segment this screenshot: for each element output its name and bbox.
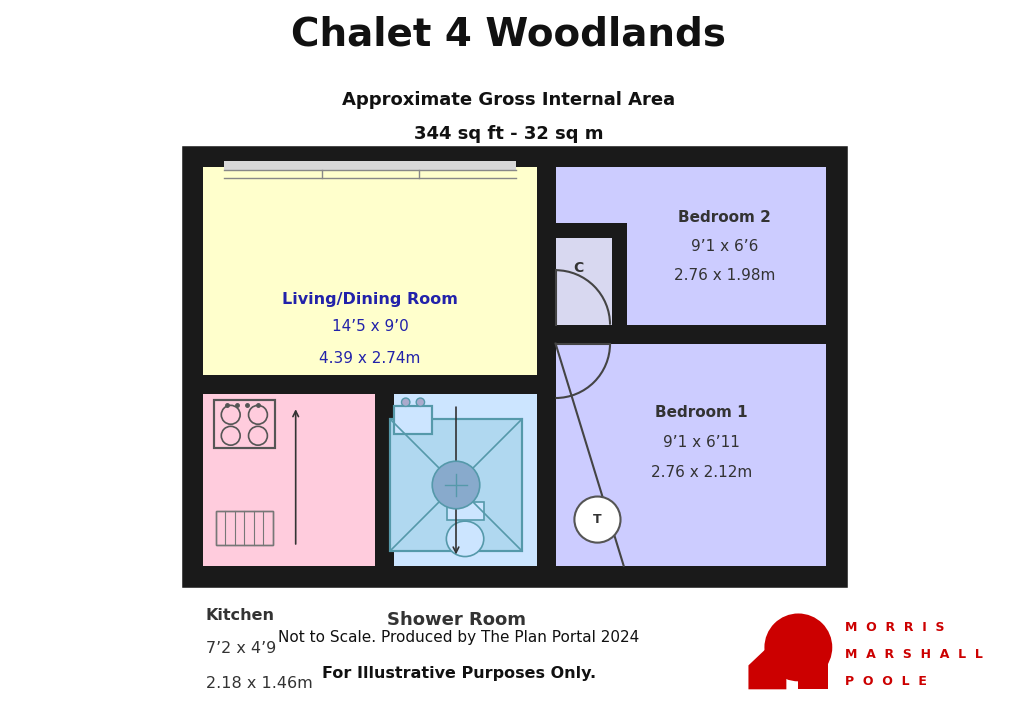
Text: T: T bbox=[593, 513, 601, 526]
Text: 2.18 x 1.46m: 2.18 x 1.46m bbox=[206, 675, 312, 690]
Bar bbox=[555, 343, 825, 566]
Bar bbox=[184, 148, 844, 585]
Circle shape bbox=[432, 462, 479, 509]
Text: 9’1 x 6’11: 9’1 x 6’11 bbox=[662, 435, 739, 449]
Text: Not to Scale. Produced by The Plan Portal 2024: Not to Scale. Produced by The Plan Porta… bbox=[278, 630, 639, 645]
Text: 14’5 x 9’0: 14’5 x 9’0 bbox=[331, 319, 408, 334]
Text: For Illustrative Purposes Only.: For Illustrative Purposes Only. bbox=[322, 666, 595, 681]
Bar bbox=[389, 419, 522, 551]
Bar bbox=[375, 394, 393, 566]
Bar bbox=[216, 511, 272, 545]
Bar bbox=[536, 394, 555, 566]
Text: M  A  R  S  H  A  L  L: M A R S H A L L bbox=[845, 648, 982, 661]
Bar bbox=[203, 375, 536, 394]
Bar bbox=[536, 168, 555, 566]
Bar bbox=[555, 168, 825, 325]
Bar bbox=[446, 503, 483, 520]
Text: Approximate Gross Internal Area: Approximate Gross Internal Area bbox=[342, 91, 675, 109]
Text: Kitchen: Kitchen bbox=[206, 608, 274, 623]
Text: C: C bbox=[573, 261, 583, 276]
Text: M  O  R  R  I  S: M O R R I S bbox=[845, 621, 944, 634]
Bar bbox=[389, 419, 522, 551]
Text: Shower Room: Shower Room bbox=[386, 611, 525, 629]
Text: 344 sq ft - 32 sq m: 344 sq ft - 32 sq m bbox=[414, 125, 603, 143]
Polygon shape bbox=[748, 647, 786, 689]
Text: 4.39 x 2.74m: 4.39 x 2.74m bbox=[319, 351, 421, 366]
Bar bbox=[555, 238, 611, 325]
Bar bbox=[555, 223, 627, 238]
Text: 2.76 x 2.12m: 2.76 x 2.12m bbox=[650, 465, 751, 480]
Text: Chalet 4 Woodlands: Chalet 4 Woodlands bbox=[291, 16, 726, 54]
Text: Bedroom 1: Bedroom 1 bbox=[654, 405, 747, 420]
Text: Bedroom 2: Bedroom 2 bbox=[678, 210, 770, 225]
Bar bbox=[214, 400, 274, 449]
Circle shape bbox=[401, 398, 410, 406]
Bar bbox=[216, 511, 272, 545]
Text: Living/Dining Room: Living/Dining Room bbox=[282, 292, 458, 307]
Bar bbox=[536, 325, 825, 343]
Bar bbox=[203, 168, 536, 566]
Text: 7’2 x 4’9: 7’2 x 4’9 bbox=[206, 641, 275, 656]
Bar bbox=[184, 148, 844, 585]
Circle shape bbox=[416, 398, 424, 406]
Bar bbox=[224, 161, 516, 171]
Text: 2.76 x 1.98m: 2.76 x 1.98m bbox=[673, 268, 774, 283]
Bar bbox=[214, 400, 274, 449]
Ellipse shape bbox=[446, 521, 483, 557]
Bar bbox=[798, 662, 827, 689]
Text: 9’1 x 6’6: 9’1 x 6’6 bbox=[690, 238, 757, 253]
Circle shape bbox=[763, 613, 832, 681]
Text: P  O  O  L  E: P O O L E bbox=[845, 675, 926, 688]
Bar bbox=[393, 406, 431, 433]
Circle shape bbox=[574, 497, 620, 543]
Bar bbox=[393, 406, 431, 433]
Bar bbox=[375, 394, 536, 566]
Bar bbox=[203, 168, 825, 566]
Bar bbox=[611, 238, 627, 325]
Bar bbox=[203, 394, 375, 566]
